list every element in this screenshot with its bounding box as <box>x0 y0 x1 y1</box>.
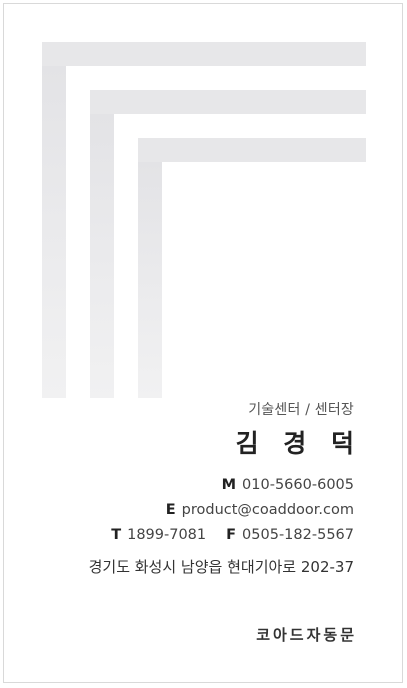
graphic-bar-top-1 <box>42 42 366 66</box>
email-label: E <box>165 502 176 518</box>
email-address: product@coaddoor.com <box>181 502 354 518</box>
graphic-bar-left-3 <box>138 162 162 398</box>
fax-number: 0505-182-5567 <box>242 527 354 543</box>
mobile-number: 010-5660-6005 <box>242 477 354 493</box>
graphic-bar-top-3 <box>138 138 366 162</box>
graphic-bar-left-2 <box>90 114 114 398</box>
address: 경기도 화성시 남양읍 현대기아로 202-37 <box>88 558 354 576</box>
company-name: 코아드자동문 <box>256 626 357 644</box>
graphic-bar-top-2 <box>90 90 366 114</box>
phone-fax-row: T 1899-7081 F 0505-182-5567 <box>111 527 354 543</box>
job-title: 기술센터 / 센터장 <box>248 402 354 418</box>
mobile-row: M 010-5660-6005 <box>222 477 354 493</box>
graphic-bar-left-1 <box>42 66 66 398</box>
person-name: 김 경 덕 <box>235 429 362 458</box>
tel-number: 1899-7081 <box>127 527 207 543</box>
tel-label: T <box>111 527 122 543</box>
mobile-label: M <box>221 477 237 493</box>
fax-label: F <box>226 527 237 543</box>
